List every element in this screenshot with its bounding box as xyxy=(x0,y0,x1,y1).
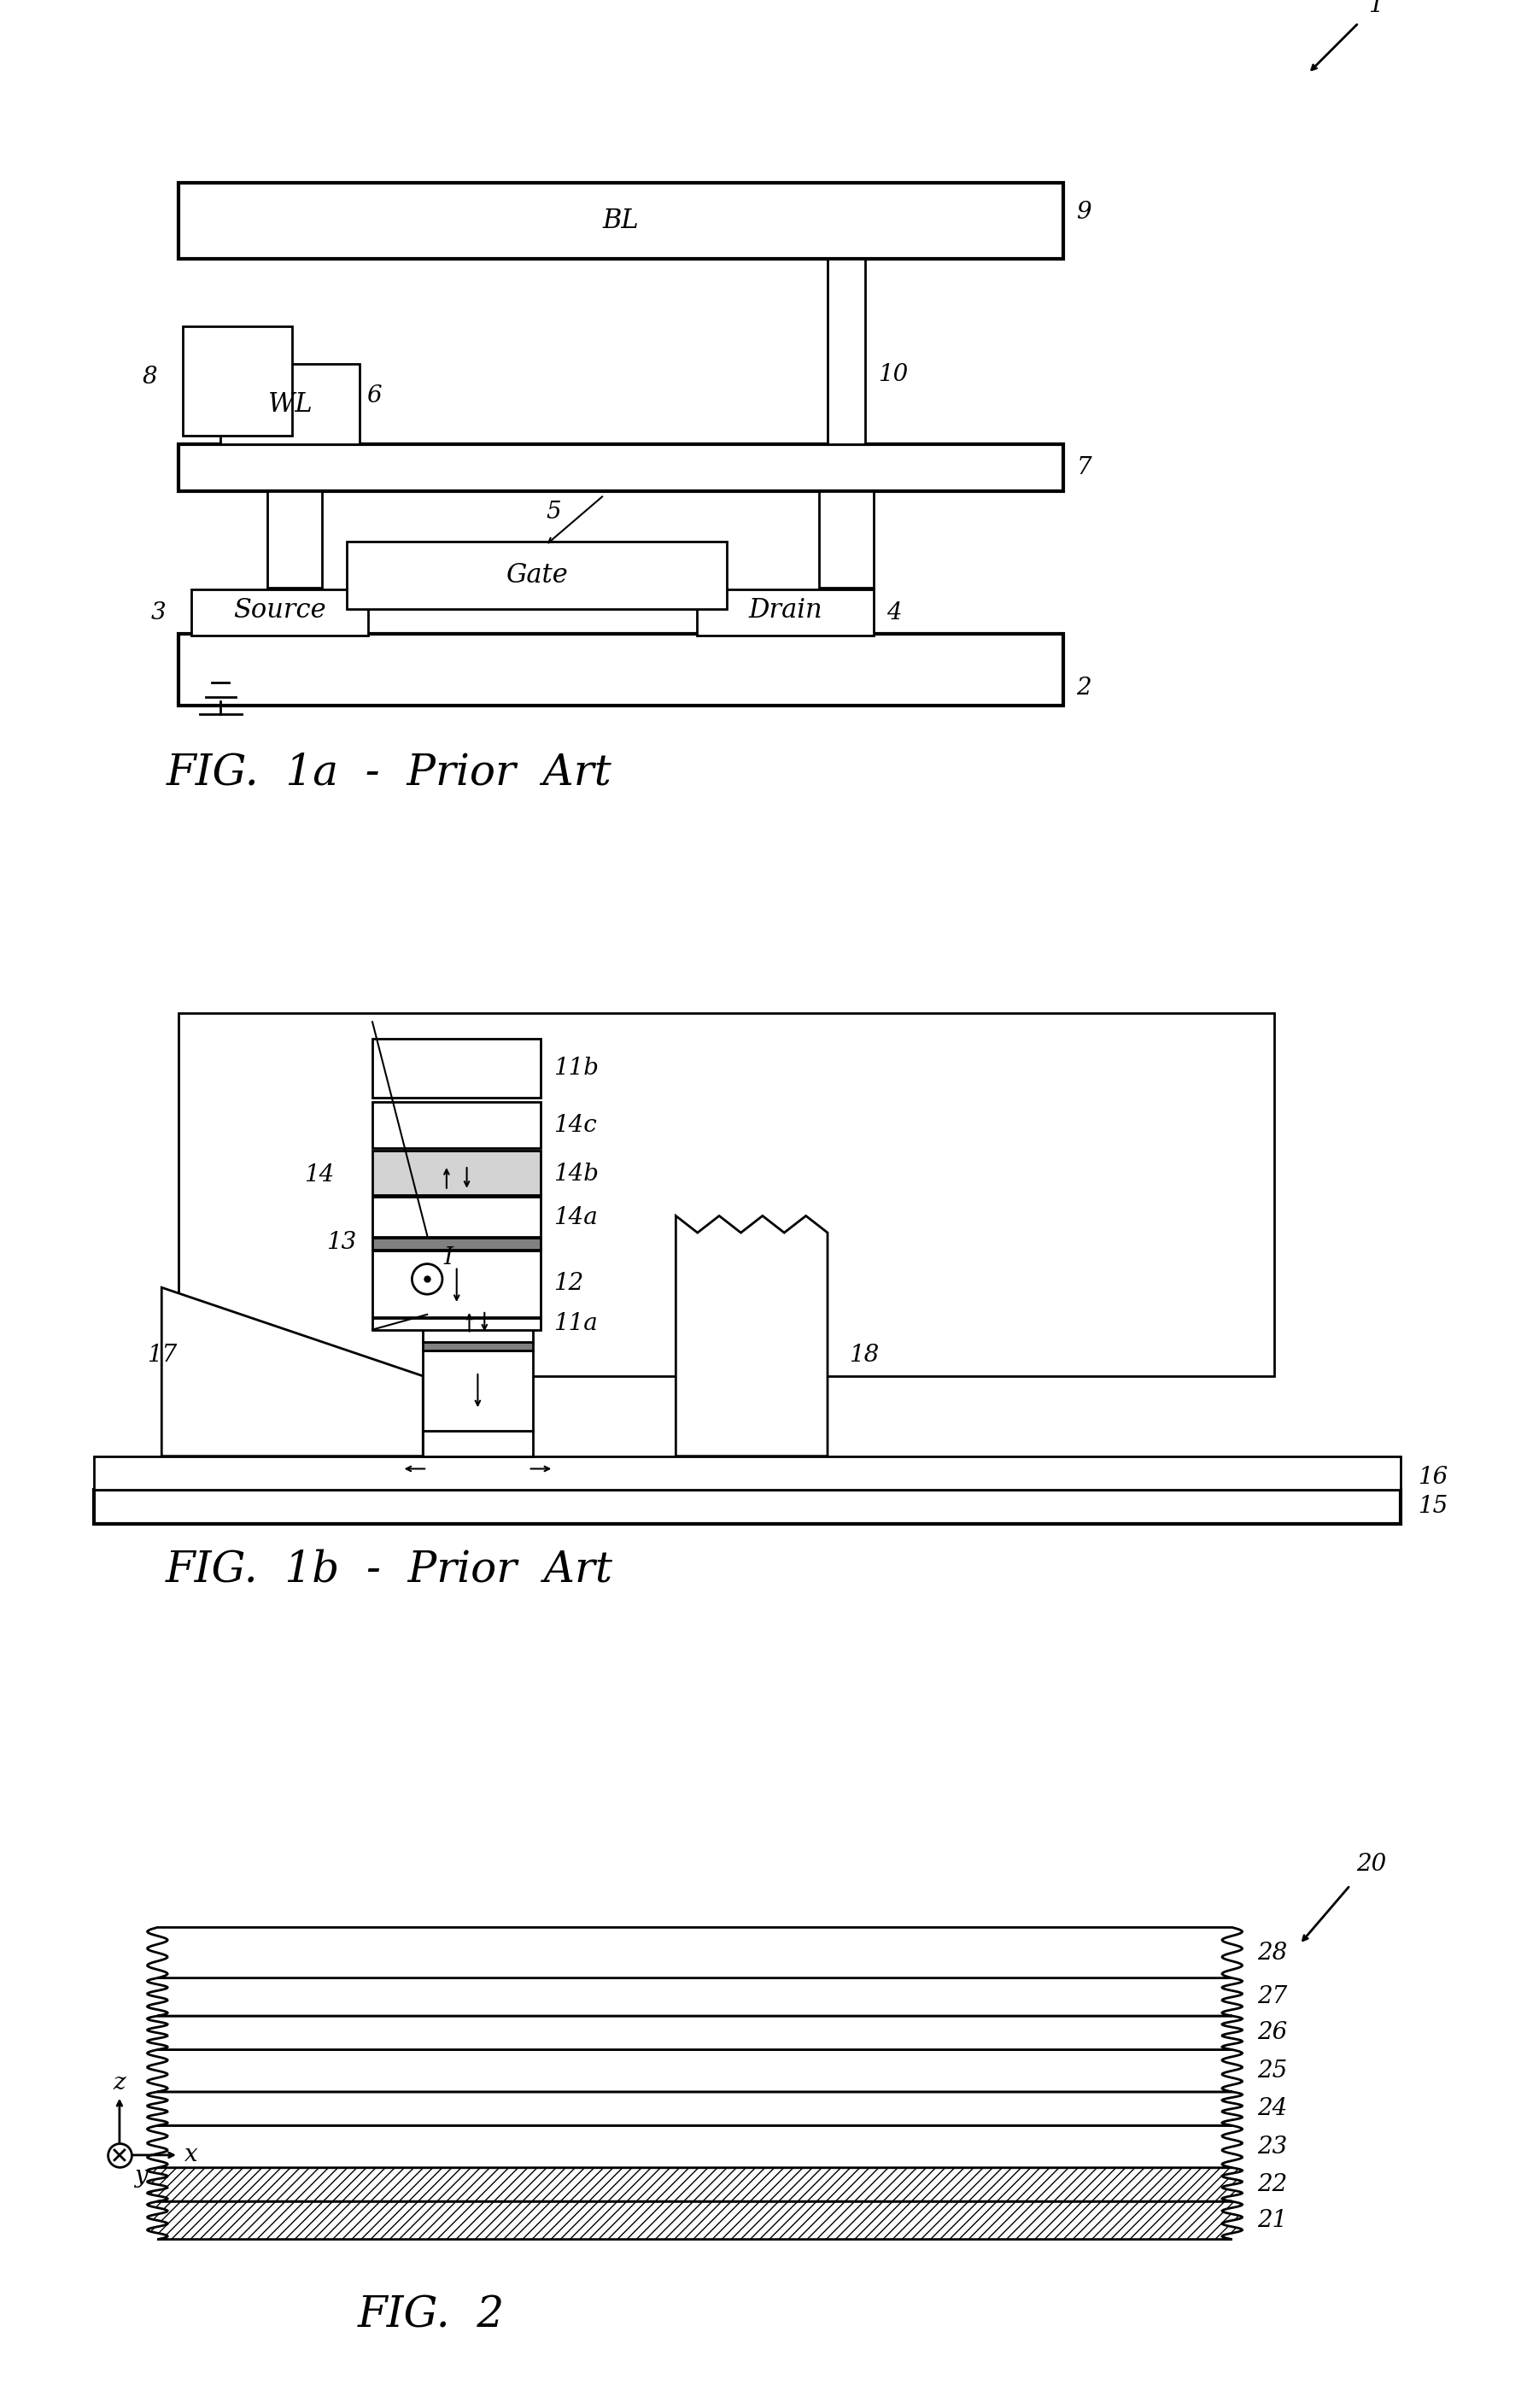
Text: 12: 12 xyxy=(554,1271,583,1296)
Text: 17: 17 xyxy=(147,1344,177,1365)
Bar xyxy=(373,1151,541,1194)
Text: 15: 15 xyxy=(1417,1495,1448,1517)
Text: 26: 26 xyxy=(1257,2020,1287,2044)
Text: Gate: Gate xyxy=(505,561,568,588)
Bar xyxy=(423,1341,533,1351)
Bar xyxy=(95,1491,1400,1524)
Text: 14a: 14a xyxy=(554,1206,597,1228)
Bar xyxy=(220,364,360,445)
Text: Source: Source xyxy=(234,597,327,624)
Text: 24: 24 xyxy=(1257,2097,1287,2119)
Polygon shape xyxy=(147,2015,1243,2049)
Text: 14c: 14c xyxy=(554,1115,597,1137)
Bar xyxy=(179,183,1064,260)
Text: 18: 18 xyxy=(849,1344,878,1365)
Bar xyxy=(423,1296,533,1317)
Text: 7: 7 xyxy=(1077,455,1092,479)
Bar xyxy=(191,590,368,636)
Bar xyxy=(267,491,322,588)
Text: 10: 10 xyxy=(878,364,909,385)
Bar xyxy=(423,1238,533,1271)
Text: z: z xyxy=(113,2071,125,2095)
Bar xyxy=(95,1457,1400,1491)
Bar xyxy=(373,1250,541,1317)
Bar xyxy=(818,491,873,588)
Bar xyxy=(423,1351,533,1430)
Text: 8: 8 xyxy=(142,366,157,388)
Polygon shape xyxy=(147,2049,1243,2093)
Text: FIG.  1b  -  Prior  Art: FIG. 1b - Prior Art xyxy=(165,1548,612,1592)
Bar xyxy=(423,1317,533,1341)
Polygon shape xyxy=(147,2126,1243,2167)
Text: 13: 13 xyxy=(327,1230,356,1255)
Text: 1: 1 xyxy=(1368,0,1383,17)
Polygon shape xyxy=(147,2167,1243,2201)
Bar xyxy=(179,445,1064,491)
Text: Drain: Drain xyxy=(748,597,823,624)
Circle shape xyxy=(412,1264,443,1293)
Polygon shape xyxy=(147,1977,1243,2015)
Text: 2: 2 xyxy=(1077,677,1092,698)
Text: 28: 28 xyxy=(1257,1941,1287,1965)
Polygon shape xyxy=(162,1288,423,1457)
Text: I: I xyxy=(443,1247,454,1269)
Text: 14b: 14b xyxy=(554,1163,599,1185)
Bar xyxy=(179,633,1064,706)
Text: 23: 23 xyxy=(1257,2136,1287,2158)
Text: 9: 9 xyxy=(1077,200,1092,224)
Text: 3: 3 xyxy=(151,602,166,624)
Text: y: y xyxy=(134,2165,147,2189)
Bar xyxy=(373,1197,541,1238)
Polygon shape xyxy=(147,2201,1243,2239)
Text: FIG.  2: FIG. 2 xyxy=(357,2295,505,2336)
Polygon shape xyxy=(147,1926,1243,1977)
Text: 27: 27 xyxy=(1257,1987,1287,2008)
Text: x: x xyxy=(185,2143,199,2167)
Text: BL: BL xyxy=(603,207,640,234)
Text: FIG.  1a  -  Prior  Art: FIG. 1a - Prior Art xyxy=(166,751,612,795)
Polygon shape xyxy=(676,1216,828,1457)
Bar xyxy=(373,1238,541,1250)
Text: 5: 5 xyxy=(547,501,560,523)
Text: 20: 20 xyxy=(1356,1852,1387,1876)
Text: WL: WL xyxy=(269,390,312,417)
Text: 16: 16 xyxy=(1417,1466,1448,1488)
Bar xyxy=(183,327,292,436)
Polygon shape xyxy=(147,2093,1243,2126)
Bar xyxy=(179,1014,1275,1375)
Text: 14: 14 xyxy=(304,1163,334,1187)
Text: 21: 21 xyxy=(1257,2208,1287,2232)
Text: 25: 25 xyxy=(1257,2059,1287,2083)
Text: 22: 22 xyxy=(1257,2172,1287,2196)
Bar xyxy=(373,1038,541,1098)
Bar xyxy=(696,590,873,636)
Bar xyxy=(373,1317,541,1329)
Bar xyxy=(828,260,866,445)
Text: 6: 6 xyxy=(366,385,382,407)
Text: 4: 4 xyxy=(887,602,901,624)
Bar xyxy=(423,1271,533,1296)
Text: 11a: 11a xyxy=(554,1312,597,1336)
Text: 11b: 11b xyxy=(554,1057,599,1079)
Bar xyxy=(373,1103,541,1149)
Bar xyxy=(423,1430,533,1457)
Bar xyxy=(347,542,727,609)
